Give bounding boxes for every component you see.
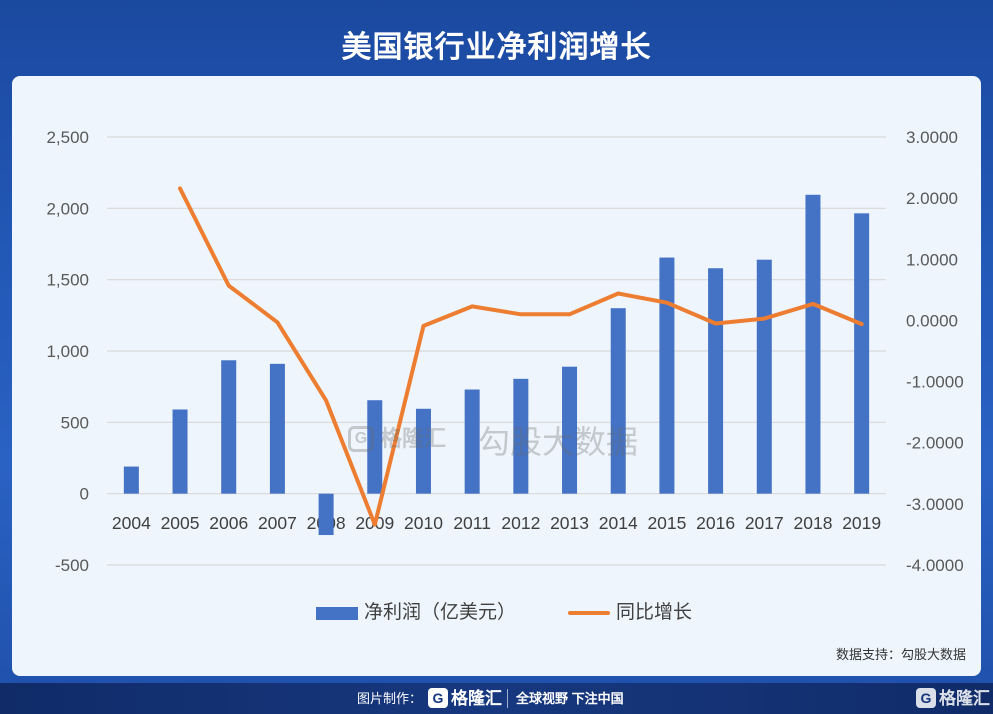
bar-2006	[221, 360, 237, 494]
footer-logo-icon: G	[428, 688, 448, 708]
growth-point-2005	[178, 186, 182, 191]
footer-corner-logo-icon: G	[916, 688, 936, 708]
bar-2007	[269, 363, 285, 494]
right-axis: 3.0000 2.0000 1.0000 0.0000 -1.0000 -2.0000 -3…	[906, 128, 964, 575]
growth-point-2019	[859, 322, 864, 326]
bar-2009	[367, 400, 383, 494]
left-tick-label: 1,500	[46, 271, 89, 290]
growth-point-2017	[762, 316, 767, 321]
growth-point-2016	[713, 321, 718, 326]
bar-2019	[854, 213, 870, 494]
left-tick-label: 0	[80, 485, 89, 504]
bar-2014	[610, 308, 626, 494]
data-source-note: 数据支持：勾股大数据	[835, 647, 966, 662]
right-tick-label: 0.0000	[906, 311, 958, 330]
left-tick-label: 2,500	[46, 128, 89, 147]
growth-point-2011	[470, 304, 474, 309]
x-tick-label: 2019	[842, 513, 881, 533]
growth-point-2010	[421, 324, 426, 328]
legend-bar-label: 净利润（亿美元）	[364, 602, 517, 623]
left-tick-label: 1,000	[46, 342, 89, 361]
x-tick-label: 2005	[161, 513, 200, 533]
footer-made-by-label: 图片制作：	[357, 691, 423, 706]
right-tick-label: 3.0000	[906, 128, 958, 147]
x-tick-label: 2012	[501, 513, 540, 533]
growth-point-2007	[275, 320, 280, 325]
right-tick-label: -3.0000	[906, 495, 964, 514]
legend-line-label: 同比增长	[616, 602, 693, 623]
right-tick-label: -1.0000	[906, 373, 964, 392]
bar-2012	[513, 378, 529, 494]
right-tick-label: -2.0000	[906, 434, 964, 453]
line-series	[178, 186, 864, 527]
footer-bar: 图片制作： G 格隆汇 全球视野 下注中国 G 格隆汇	[0, 683, 993, 714]
left-axis: 2,500 2,000 1,500 1,000 500 0 -500	[46, 128, 89, 575]
right-tick-label: 1.0000	[906, 250, 958, 269]
bar-2005	[172, 409, 188, 494]
bar-2015	[659, 257, 675, 494]
legend-bar-swatch	[316, 607, 358, 620]
footer-brand: 格隆汇	[451, 689, 502, 708]
bar-series	[123, 194, 870, 536]
x-tick-label: 2014	[599, 513, 638, 533]
bar-2010	[415, 408, 431, 494]
x-tick-label: 2010	[404, 513, 443, 533]
growth-point-2006	[226, 283, 231, 288]
left-tick-label: 500	[61, 413, 89, 432]
legend-line-swatch	[568, 611, 610, 615]
right-tick-label: -4.0000	[906, 556, 964, 575]
growth-point-2008	[324, 398, 328, 403]
bar-2018	[805, 194, 821, 494]
bar-2016	[708, 268, 724, 494]
x-tick-label: 2004	[112, 513, 151, 533]
x-tick-label: 2018	[794, 513, 833, 533]
bar-2011	[464, 389, 480, 494]
gridlines	[107, 136, 886, 566]
footer-divider	[507, 689, 508, 708]
bar-2008	[318, 493, 334, 536]
left-tick-label: -500	[55, 556, 89, 575]
x-tick-label: 2006	[209, 513, 248, 533]
growth-point-2015	[665, 300, 669, 305]
x-tick-label: 2017	[745, 513, 784, 533]
bar-2017	[756, 259, 772, 494]
x-tick-label: 2007	[258, 513, 297, 533]
x-axis: 2004200520062007200820092010201120122013…	[112, 513, 881, 533]
growth-point-2013	[567, 312, 572, 317]
x-tick-label: 2015	[647, 513, 686, 533]
x-tick-label: 2013	[550, 513, 589, 533]
footer-corner-brand: 格隆汇	[939, 689, 990, 708]
page-title: 美国银行业净利润增长	[341, 31, 652, 64]
bar-2013	[562, 366, 578, 494]
x-tick-label: 2016	[696, 513, 735, 533]
growth-point-2018	[811, 302, 815, 306]
growth-point-2009	[372, 522, 377, 527]
right-tick-label: 2.0000	[906, 189, 958, 208]
bar-2004	[123, 466, 139, 494]
growth-point-2012	[519, 312, 523, 317]
growth-point-2014	[616, 291, 621, 296]
x-tick-label: 2011	[453, 513, 491, 533]
left-tick-label: 2,000	[46, 199, 89, 218]
footer-slogan: 全球视野 下注中国	[516, 691, 624, 706]
